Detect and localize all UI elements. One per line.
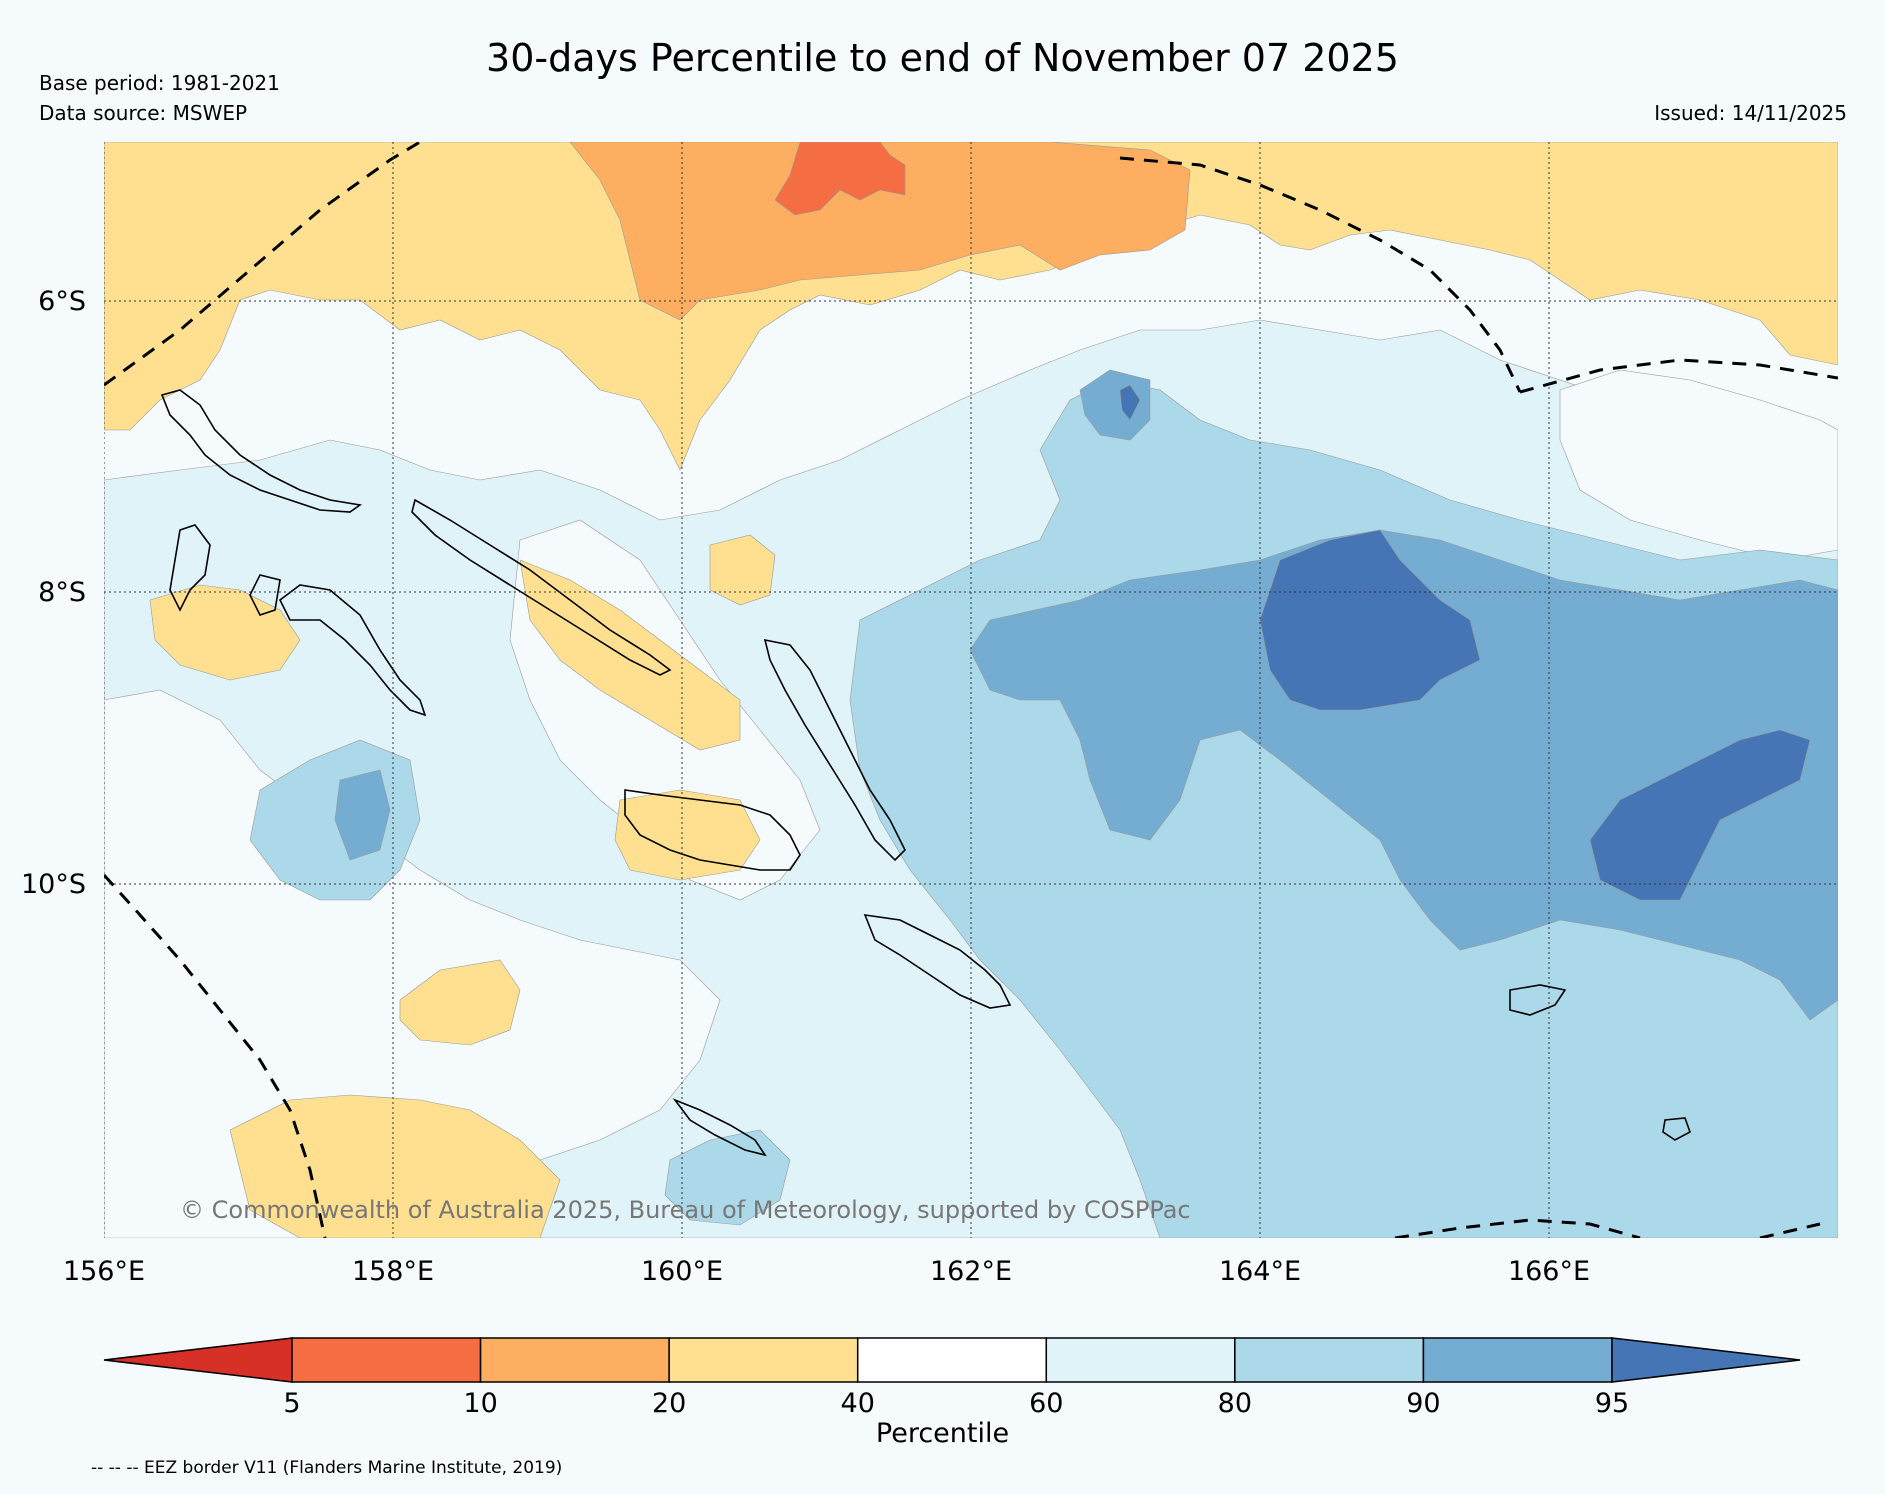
colorbar-tick-40: 40 — [841, 1388, 875, 1419]
lat-labels: 6°S 8°S 10°S — [21, 286, 86, 900]
island-outline-10 — [1509, 984, 1567, 1016]
island-outline-4 — [249, 574, 281, 616]
island-outline-9 — [672, 1098, 767, 1157]
contour-90-95-sw — [334, 769, 391, 861]
contour-20-40-island-4 — [519, 559, 741, 751]
eez-border-ne — [1119, 156, 1522, 393]
colorbar-tick-10: 10 — [463, 1388, 497, 1419]
eez-border-se-2 — [1759, 1222, 1821, 1238]
contour-20-40-north — [104, 142, 1838, 471]
island-outline-5 — [278, 584, 427, 717]
contour-10-20 — [569, 142, 1191, 321]
coastlines — [160, 389, 1691, 1157]
contour-90-95 — [969, 529, 1838, 1021]
contour-20-40-island-6 — [709, 534, 776, 606]
colorbar-tick-5: 5 — [283, 1388, 300, 1419]
colorbar-segment-20-40 — [668, 1337, 859, 1383]
island-outline-8 — [863, 914, 1012, 1009]
colorbar-tick-80: 80 — [1218, 1388, 1252, 1419]
lon-label-156e: 156°E — [63, 1256, 145, 1287]
copyright-watermark: © Commonwealth of Australia 2025, Bureau… — [180, 1196, 1191, 1224]
colorbar-segment-90-95 — [1422, 1337, 1613, 1383]
island-outline-11 — [1662, 1117, 1691, 1141]
contour-20-40-island-1 — [399, 959, 521, 1046]
eez-border-east — [1519, 358, 1838, 394]
colorbar-segment-above-95 — [1611, 1337, 1801, 1383]
map-panel[interactable]: © Commonwealth of Australia 2025, Bureau… — [104, 142, 1838, 1238]
contour-20-40-island-2 — [229, 1094, 561, 1238]
colorbar-segment-80-90 — [1234, 1337, 1425, 1383]
lat-label-10s: 10°S — [21, 869, 86, 900]
colorbar-title: Percentile — [875, 1418, 1010, 1449]
colorbar-segment-below-5 — [103, 1337, 293, 1383]
contour-above-95 — [1259, 529, 1481, 711]
data-source: Data source: MSWEP — [39, 101, 248, 125]
colorbar-tick-60: 60 — [1029, 1388, 1063, 1419]
eez-border-nw — [104, 142, 421, 387]
lon-label-158e: 158°E — [352, 1256, 434, 1287]
contour-40-60-east — [1559, 369, 1838, 561]
island-outline-2 — [411, 498, 672, 676]
colorbar-tick-95: 95 — [1595, 1388, 1629, 1419]
eez-footnote: -- -- -- EEZ border V11 (Flanders Marine… — [91, 1458, 563, 1478]
contour-20-40-island-3 — [614, 789, 761, 881]
eez-borders — [104, 142, 1838, 1238]
lon-label-166e: 166°E — [1508, 1256, 1590, 1287]
colorbar-tick-20: 20 — [652, 1388, 686, 1419]
issued-date: Issued: 14/11/2025 — [1654, 101, 1847, 125]
gridlines — [104, 142, 1838, 1238]
contour-20-40-island-5 — [149, 584, 301, 681]
lat-label-6s: 6°S — [38, 286, 86, 317]
colorbar-segment-5-10 — [291, 1337, 482, 1383]
lon-label-164e: 164°E — [1219, 1256, 1301, 1287]
colorbar-segment-60-80 — [1045, 1337, 1236, 1383]
lon-label-162e: 162°E — [930, 1256, 1012, 1287]
contour-90-95-north — [1079, 369, 1151, 441]
island-outline-6 — [763, 638, 906, 862]
contour-5-10 — [774, 142, 906, 216]
lon-labels: 156°E 158°E 160°E 162°E 164°E 166°E — [63, 1256, 1590, 1287]
lon-label-160e: 160°E — [641, 1256, 723, 1287]
island-outline-3 — [169, 524, 211, 612]
island-outline-1 — [160, 389, 363, 513]
colorbar-tick-90: 90 — [1406, 1388, 1440, 1419]
lat-label-8s: 8°S — [38, 577, 86, 608]
base-period: Base period: 1981-2021 — [39, 71, 280, 95]
colorbar-segment-10-20 — [479, 1337, 670, 1383]
colorbar-segment-40-60 — [856, 1337, 1048, 1383]
colorbar: 5 10 20 40 60 80 90 95 — [103, 1337, 1801, 1419]
map-title: 30-days Percentile to end of November 07… — [486, 36, 1399, 80]
contour-above-95-east — [1589, 729, 1811, 901]
island-outline-7 — [624, 789, 801, 871]
contour-above-95-north — [1119, 384, 1141, 421]
